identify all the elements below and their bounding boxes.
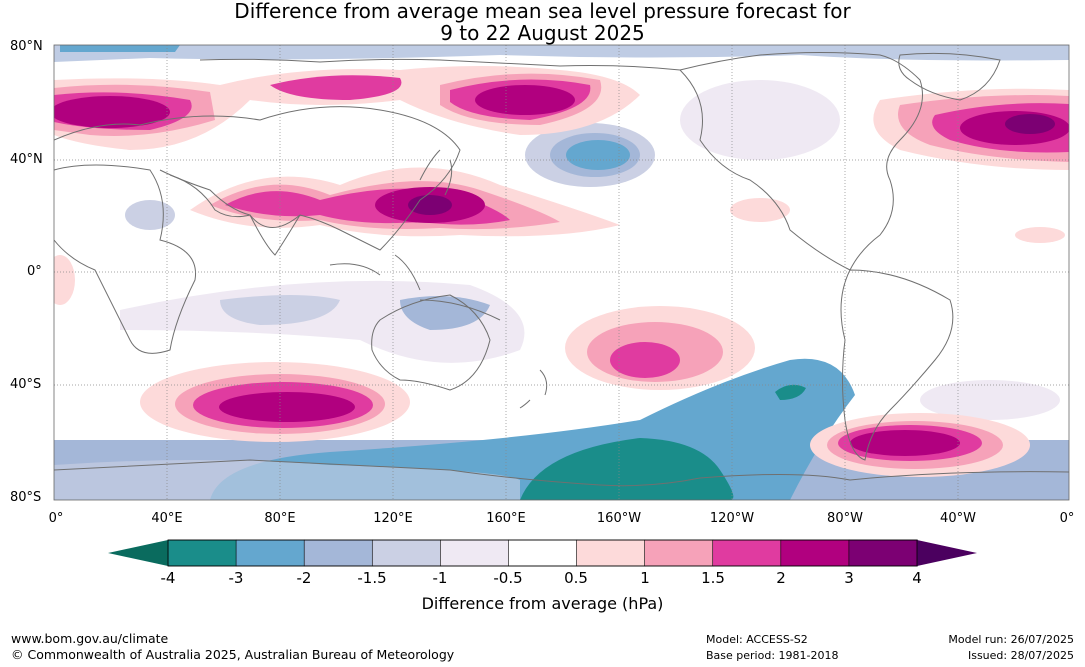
coastlines bbox=[54, 52, 1069, 487]
colorbar bbox=[108, 539, 977, 567]
map-title-line2: 9 to 22 August 2025 bbox=[440, 21, 645, 45]
lat-label-40s: 40°S bbox=[10, 377, 42, 392]
colorbar-bin bbox=[167, 539, 237, 567]
colorbar-bin bbox=[235, 539, 305, 567]
footer-issued: Issued: 28/07/2025 bbox=[967, 649, 1074, 662]
colorbar-label-0p5: 0.5 bbox=[564, 569, 588, 587]
lat-label-40n: 40°N bbox=[10, 152, 43, 167]
map-title-line1: Difference from average mean sea level p… bbox=[234, 0, 851, 23]
lon-label-160e: 160°E bbox=[486, 511, 526, 526]
colorbar-over-arrow bbox=[917, 540, 977, 566]
colorbar-label-m4: -4 bbox=[160, 569, 176, 587]
lon-label-0: 0° bbox=[48, 511, 64, 526]
anomaly-fields bbox=[54, 45, 1069, 500]
colorbar-label-3: 3 bbox=[844, 569, 854, 587]
colorbar-label-m3: -3 bbox=[228, 569, 244, 587]
footer-base-period: Base period: 1981-2018 bbox=[706, 649, 839, 662]
footer-website: www.bom.gov.au/climate bbox=[11, 631, 169, 646]
colorbar-label-1: 1 bbox=[640, 569, 650, 587]
lon-label-80e: 80°E bbox=[264, 511, 296, 526]
colorbar-title: Difference from average (hPa) bbox=[421, 594, 664, 613]
colorbar-under-arrow bbox=[108, 540, 168, 566]
footer-model-run: Model run: 26/07/2025 bbox=[948, 633, 1074, 646]
colorbar-bin bbox=[576, 539, 646, 567]
colorbar-label-m2: -2 bbox=[296, 569, 312, 587]
colorbar-label-1p5: 1.5 bbox=[701, 569, 725, 587]
graticule bbox=[54, 45, 1069, 500]
lon-label-0-end: 0° bbox=[1059, 511, 1075, 526]
colorbar-bin bbox=[712, 539, 782, 567]
lon-label-120w: 120°W bbox=[709, 511, 755, 526]
lon-label-80w: 80°W bbox=[827, 511, 863, 526]
colorbar-bin bbox=[303, 539, 374, 567]
colorbar-frame bbox=[167, 539, 918, 567]
footer-model: Model: ACCESS-S2 bbox=[706, 633, 808, 646]
colorbar-bin bbox=[371, 539, 442, 567]
lat-label-eq: 0° bbox=[27, 264, 42, 279]
colorbar-label-4: 4 bbox=[912, 569, 922, 587]
colorbar-bin bbox=[848, 539, 918, 567]
colorbar-bin bbox=[508, 539, 578, 567]
colorbar-label-m1: -1 bbox=[432, 569, 448, 587]
lat-label-80n: 80°N bbox=[10, 39, 43, 54]
colorbar-bin bbox=[440, 539, 510, 567]
colorbar-label-2: 2 bbox=[776, 569, 786, 587]
map-frame bbox=[53, 44, 1070, 501]
lat-label-80s: 80°S bbox=[10, 490, 42, 505]
colorbar-bin bbox=[644, 539, 714, 567]
lon-label-40e: 40°E bbox=[151, 511, 183, 526]
colorbar-bin bbox=[780, 539, 850, 567]
lon-label-40w: 40°W bbox=[940, 511, 976, 526]
lon-label-160w: 160°W bbox=[596, 511, 642, 526]
lon-label-120e: 120°E bbox=[373, 511, 413, 526]
colorbar-label-m1p5: -1.5 bbox=[357, 569, 387, 587]
colorbar-bins bbox=[167, 539, 918, 567]
colorbar-label-m0p5: -0.5 bbox=[493, 569, 523, 587]
pressure-anomaly-map bbox=[53, 44, 1070, 501]
footer-copyright: © Commonwealth of Australia 2025, Austra… bbox=[11, 647, 455, 662]
